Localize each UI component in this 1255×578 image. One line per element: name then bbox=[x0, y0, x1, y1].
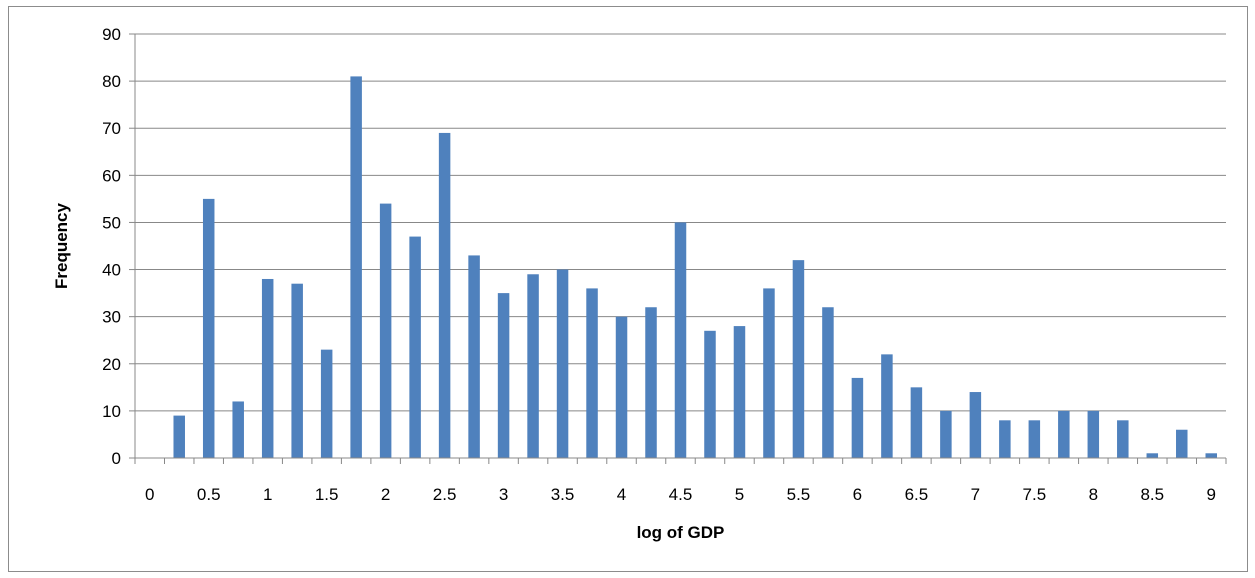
y-tick-label: 0 bbox=[112, 449, 121, 468]
x-tick-label: 3.5 bbox=[551, 485, 575, 504]
x-axis: 0 0.5 1 1.5 2 2.5 3 3.5 4 4.5 5 5.5 6 6.5 7 7.5 8 8.5 9 bbox=[134, 457, 1227, 504]
bar bbox=[379, 203, 392, 458]
x-tick-label: 6.5 bbox=[905, 485, 929, 504]
bar bbox=[527, 274, 539, 458]
bar bbox=[320, 349, 333, 458]
y-tick-label: 60 bbox=[102, 166, 121, 185]
bar bbox=[1117, 420, 1129, 458]
x-tick-label: 6 bbox=[853, 485, 862, 504]
x-tick-label: 8.5 bbox=[1140, 485, 1164, 504]
chart-frame bbox=[8, 6, 1248, 572]
bar bbox=[704, 330, 716, 458]
bar bbox=[1028, 420, 1041, 458]
x-tick-label: 1.5 bbox=[315, 485, 339, 504]
bar bbox=[173, 415, 185, 458]
x-tick-label: 0.5 bbox=[197, 485, 221, 504]
bar bbox=[1058, 410, 1070, 458]
x-tick-label: 7.5 bbox=[1023, 485, 1047, 504]
bar bbox=[940, 410, 952, 458]
y-tick-label: 30 bbox=[102, 308, 121, 327]
x-tick-label: 5 bbox=[735, 485, 744, 504]
x-tick-label: 3 bbox=[499, 485, 508, 504]
bar bbox=[202, 198, 215, 458]
bar bbox=[261, 278, 274, 458]
x-tick-label: 2 bbox=[381, 485, 390, 504]
x-tick-label: 7 bbox=[971, 485, 980, 504]
bar bbox=[409, 236, 421, 458]
bar bbox=[645, 307, 657, 458]
y-axis: 0 10 20 30 40 50 60 70 80 90 bbox=[102, 25, 136, 468]
bar bbox=[438, 132, 451, 458]
y-axis-title: Frequency bbox=[52, 202, 71, 289]
x-axis-title: log of GDP bbox=[637, 523, 725, 542]
bar bbox=[910, 387, 923, 458]
bars bbox=[173, 76, 1218, 459]
y-tick-label: 20 bbox=[102, 355, 121, 374]
x-tick-label: 2.5 bbox=[433, 485, 457, 504]
y-tick-label: 50 bbox=[102, 213, 121, 232]
bar bbox=[291, 283, 303, 458]
bar bbox=[556, 269, 569, 458]
bar bbox=[851, 377, 864, 458]
x-tick-label: 4.5 bbox=[669, 485, 693, 504]
x-tick-label: 5.5 bbox=[787, 485, 811, 504]
y-tick-label: 80 bbox=[102, 72, 121, 91]
bar bbox=[1146, 453, 1159, 458]
bar bbox=[999, 420, 1011, 458]
bar bbox=[792, 260, 805, 458]
y-tick-label: 90 bbox=[102, 25, 121, 44]
bar bbox=[232, 401, 244, 458]
y-tick-label: 40 bbox=[102, 261, 121, 280]
bar bbox=[733, 326, 746, 458]
bar bbox=[497, 293, 510, 458]
bar bbox=[763, 288, 775, 458]
bar bbox=[881, 354, 893, 458]
bar bbox=[586, 288, 598, 458]
y-tick-label: 10 bbox=[102, 402, 121, 421]
x-tick-label: 0 bbox=[145, 485, 154, 504]
bar bbox=[615, 316, 628, 458]
x-tick-label: 8 bbox=[1089, 485, 1098, 504]
x-tick-label: 4 bbox=[617, 485, 626, 504]
bar bbox=[1176, 429, 1188, 458]
bar bbox=[468, 255, 480, 458]
bar bbox=[674, 222, 687, 458]
bar bbox=[1205, 453, 1218, 458]
bar bbox=[350, 76, 362, 459]
x-tick-label: 9 bbox=[1207, 485, 1216, 504]
bar bbox=[1087, 410, 1100, 458]
y-tick-label: 70 bbox=[102, 119, 121, 138]
bar bbox=[822, 307, 834, 458]
bar bbox=[969, 392, 982, 458]
x-tick-label: 1 bbox=[263, 485, 272, 504]
